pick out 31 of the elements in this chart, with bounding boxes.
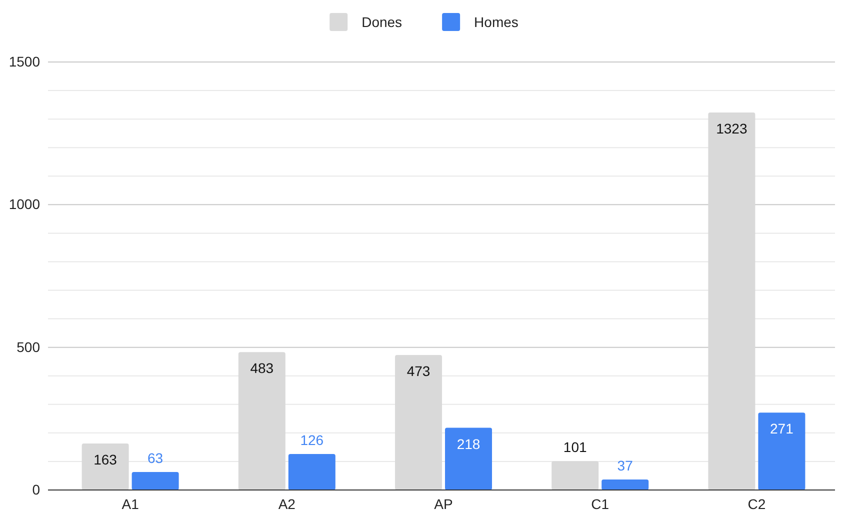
y-tick-label: 1500 bbox=[8, 53, 40, 70]
y-tick-label: 500 bbox=[16, 338, 40, 355]
data-label: 218 bbox=[456, 436, 480, 452]
data-label: 271 bbox=[770, 420, 794, 437]
legend-label: Homes bbox=[474, 14, 518, 30]
bar bbox=[708, 112, 756, 490]
bar bbox=[445, 428, 492, 490]
x-tick-label: A1 bbox=[122, 496, 140, 512]
data-label: 101 bbox=[563, 439, 587, 456]
bar bbox=[602, 479, 649, 490]
data-label: 37 bbox=[617, 457, 634, 474]
y-tick-label: 1000 bbox=[8, 196, 40, 212]
x-tick-label: A2 bbox=[278, 496, 296, 512]
bar bbox=[288, 454, 336, 490]
x-tick-label: C1 bbox=[591, 496, 610, 512]
data-label: 163 bbox=[94, 451, 118, 468]
bar bbox=[395, 355, 442, 490]
data-label: 1323 bbox=[716, 120, 748, 137]
bar bbox=[552, 461, 599, 490]
bar bbox=[238, 352, 286, 490]
data-label: 126 bbox=[300, 432, 324, 448]
bar bbox=[82, 443, 129, 490]
x-tick-label: C2 bbox=[748, 496, 766, 512]
bar bbox=[132, 472, 179, 490]
bar bbox=[758, 412, 806, 490]
data-label: 63 bbox=[148, 450, 164, 466]
data-label: 483 bbox=[250, 360, 274, 376]
x-tick-label: AP bbox=[434, 496, 453, 512]
legend-label: Dones bbox=[362, 14, 402, 30]
y-tick-label: 0 bbox=[32, 481, 40, 498]
data-label: 473 bbox=[406, 363, 430, 380]
